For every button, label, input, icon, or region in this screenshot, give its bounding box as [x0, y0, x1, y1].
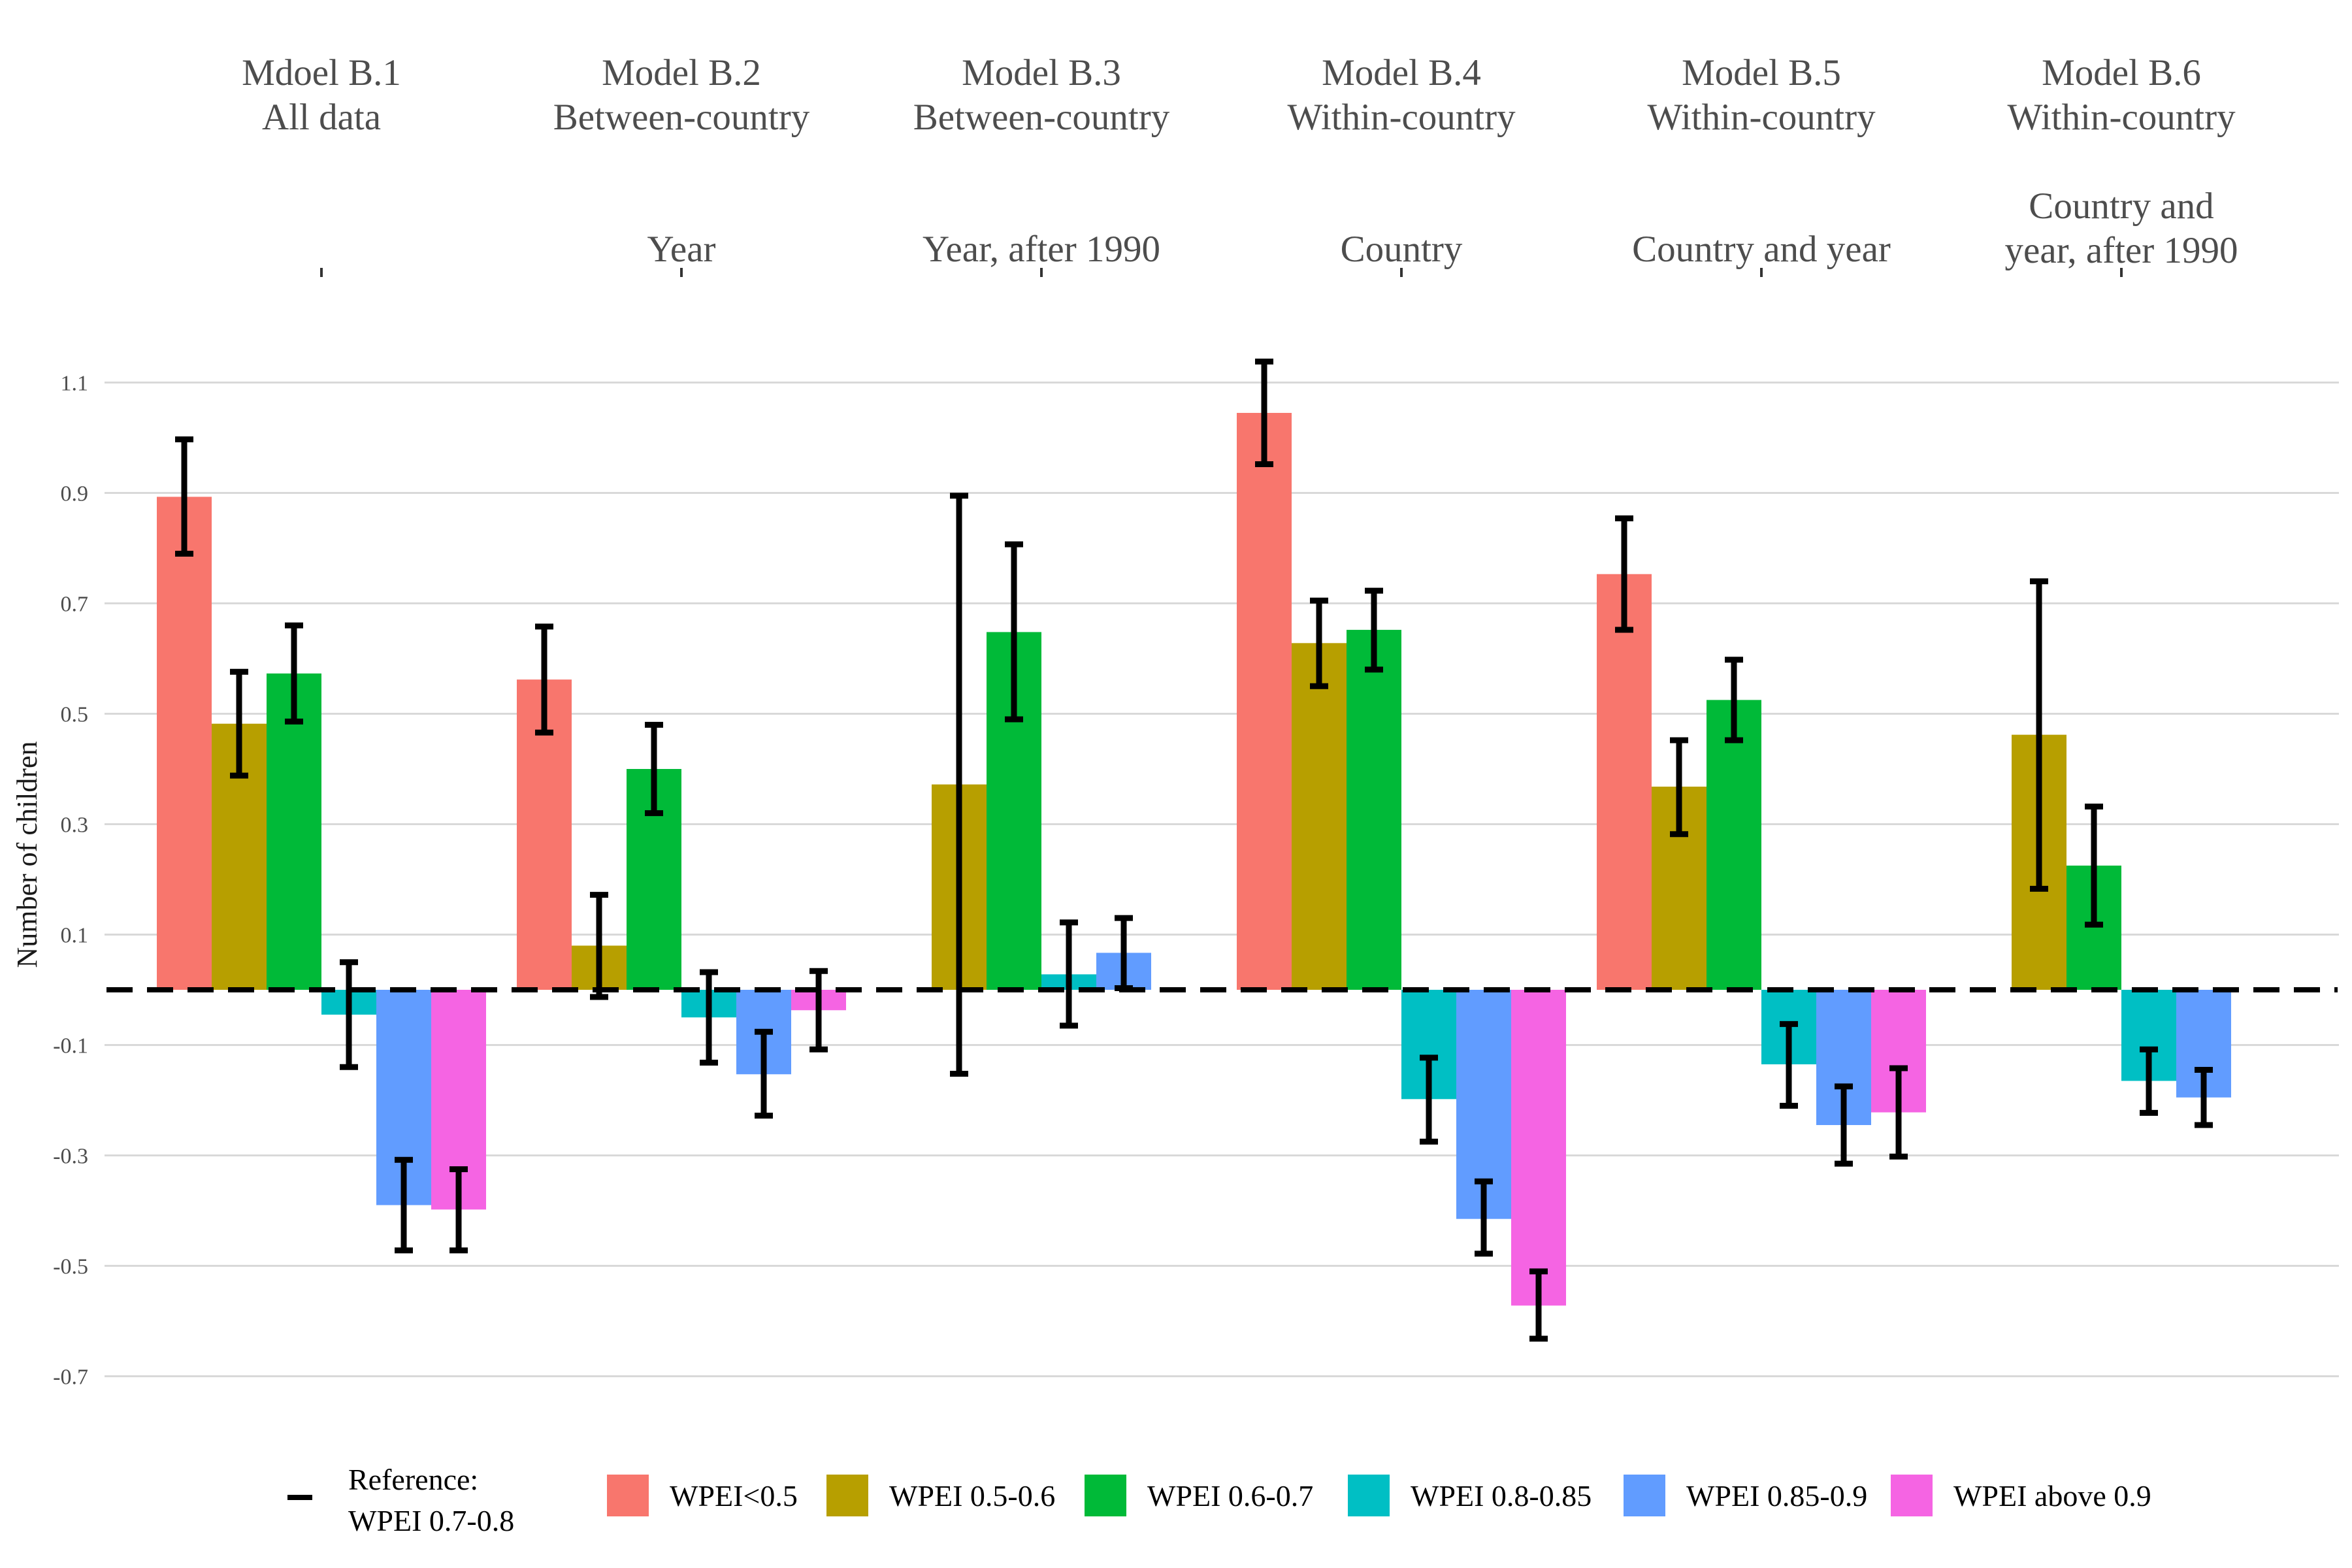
bar — [157, 497, 212, 990]
bar — [267, 673, 321, 990]
legend-label: WPEI<0.5 — [670, 1479, 798, 1512]
panel-title-line: Within-country — [1647, 97, 1876, 138]
errorbar-layer — [175, 358, 2213, 1342]
legend-key — [607, 1475, 649, 1516]
bar — [1707, 700, 1761, 990]
panel-subtitle-line: Country and year — [1632, 229, 1891, 270]
legend-key — [826, 1475, 868, 1516]
legend-key — [1624, 1475, 1665, 1516]
y-tick-label: 0.3 — [61, 813, 89, 838]
grid-layer — [105, 382, 2339, 1377]
legend-reference-label-2: WPEI 0.7-0.8 — [348, 1504, 514, 1537]
legend-label: WPEI above 0.9 — [1953, 1479, 2151, 1512]
bar-layer — [157, 412, 2231, 1306]
legend-reference-label: Reference: — [348, 1463, 478, 1496]
y-tick-label: 0.5 — [61, 703, 89, 727]
bar — [1511, 990, 1566, 1306]
legend-label: WPEI 0.85-0.9 — [1686, 1479, 1867, 1512]
legend-label: WPEI 0.8-0.85 — [1411, 1479, 1592, 1512]
panel-subtitle-line: Country and — [2029, 186, 2213, 227]
y-tick-label: 1.1 — [61, 372, 89, 396]
y-tick-label: 0.9 — [61, 482, 89, 506]
panel-subtitle-line: year, after 1990 — [2005, 230, 2238, 271]
panel-title-line: Between-country — [553, 97, 810, 138]
legend-label: WPEI 0.5-0.6 — [889, 1479, 1055, 1512]
panel-title-line: Model B.2 — [602, 52, 761, 93]
y-axis: 1.1 0.9 0.7 0.5 0.3 0.1 -0.1 -0.3 -0.5 -0.7 Number… — [11, 372, 88, 1390]
legend: Reference: WPEI 0.7-0.8 WPEI<0.5 WPEI 0.5-0… — [287, 1463, 2151, 1537]
legend-key — [1085, 1475, 1126, 1516]
legend-label: WPEI 0.6-0.7 — [1147, 1479, 1313, 1512]
panel-title-line: Model B.3 — [962, 52, 1121, 93]
legend-key — [1891, 1475, 1933, 1516]
bar — [1237, 412, 1292, 990]
panel-title-line: Model B.5 — [1682, 52, 1841, 93]
panel-subtitle-line: Year, after 1990 — [923, 229, 1160, 270]
y-axis-title: Number of children — [11, 742, 43, 968]
y-tick-label: -0.3 — [53, 1145, 88, 1169]
legend-key — [1348, 1475, 1390, 1516]
bar — [1597, 574, 1652, 990]
bar — [1292, 643, 1347, 990]
y-tick-label: -0.5 — [53, 1255, 88, 1279]
panel-title-line: All data — [262, 97, 381, 138]
y-tick-label: -0.7 — [53, 1365, 88, 1390]
bar — [1347, 630, 1401, 990]
panel-title-line: Within-country — [2007, 97, 2236, 138]
panel-title-line: Mdoel B.1 — [242, 52, 401, 93]
y-tick-label: 0.1 — [61, 924, 89, 948]
panel-title-line: Model B.4 — [1322, 52, 1481, 93]
y-tick-label: 0.7 — [61, 593, 89, 617]
panel-title-line: Model B.6 — [2042, 52, 2201, 93]
panel-title-line: Within-country — [1287, 97, 1516, 138]
panel-title-line: Between-country — [913, 97, 1170, 138]
panel-subtitle-line: Country — [1341, 229, 1463, 270]
panel-subtitle-line: Year — [647, 229, 715, 270]
y-tick-label: -0.1 — [53, 1034, 88, 1058]
